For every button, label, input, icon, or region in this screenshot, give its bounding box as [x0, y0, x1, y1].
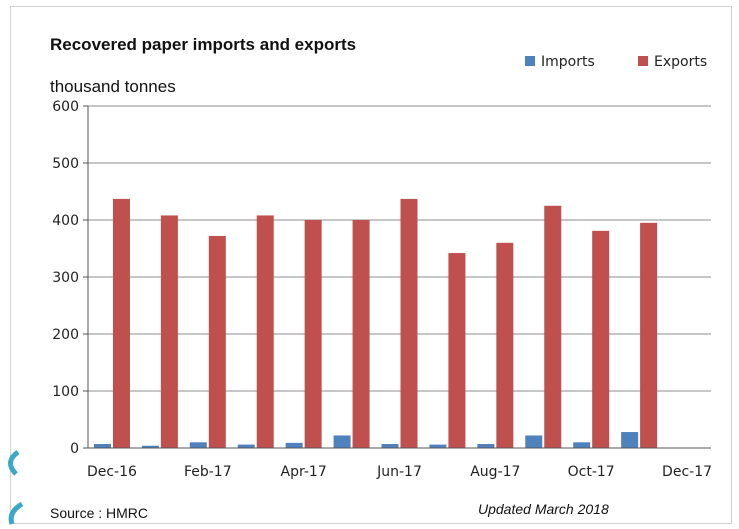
bar-imports-mar-17 [237, 444, 255, 448]
updated-note: Updated March 2018 [478, 501, 609, 517]
legend-swatch-exports [638, 56, 648, 66]
bar-imports-apr-17 [285, 442, 303, 448]
bar-imports-jul-17 [429, 444, 447, 448]
bar-exports-jun-17 [400, 198, 418, 448]
bar-exports-apr-17 [304, 220, 322, 448]
source-note: Source : HMRC [50, 505, 148, 521]
bar-imports-oct-17 [573, 442, 591, 448]
axes [87, 106, 711, 449]
x-tick-label: Dec-17 [662, 464, 712, 480]
y-tick-label: 100 [52, 384, 79, 400]
legend-swatch-imports [525, 56, 535, 66]
x-axis-ticks: Dec-16 Feb-17 Apr-17 Jun-17 Aug-17 Oct-17 Dec-… [87, 464, 712, 480]
legend-label-imports: Imports [541, 54, 595, 70]
x-tick-label: Oct-17 [568, 464, 615, 480]
bar-exports-aug-17 [496, 242, 514, 448]
bar-imports-may-17 [333, 435, 351, 448]
bars [93, 198, 658, 448]
bar-imports-jan-17 [141, 445, 159, 448]
bar-imports-aug-17 [477, 444, 495, 448]
gridlines [88, 105, 711, 392]
bar-exports-may-17 [352, 220, 370, 448]
bar-exports-oct-17 [592, 230, 610, 448]
y-axis-ticks: 0 100 200 300 400 500 600 [52, 99, 88, 457]
y-tick-label: 600 [52, 99, 79, 115]
bar-imports-dec-16 [93, 444, 111, 448]
bar-exports-jul-17 [448, 253, 466, 448]
bar-imports-feb-17 [189, 442, 207, 448]
chart-frame [10, 6, 732, 524]
x-tick-label: Feb-17 [184, 464, 232, 480]
bar-imports-jun-17 [381, 444, 399, 448]
y-axis-unit-label: thousand tonnes [50, 77, 176, 96]
legend-label-exports: Exports [654, 54, 707, 70]
decorative-arc [8, 449, 20, 476]
bar-imports-nov-17 [621, 432, 639, 448]
bar-exports-feb-17 [208, 235, 226, 448]
bar-exports-sep-17 [544, 205, 562, 448]
y-tick-label: 500 [52, 156, 79, 172]
x-tick-label: Dec-16 [87, 464, 137, 480]
y-tick-label: 200 [52, 327, 79, 343]
bar-imports-sep-17 [525, 435, 543, 448]
y-tick-label: 300 [52, 270, 79, 286]
bar-exports-mar-17 [256, 215, 274, 448]
x-tick-label: Jun-17 [376, 464, 422, 480]
legend: Imports Exports [525, 54, 707, 70]
y-tick-label: 400 [52, 213, 79, 229]
decorative-arc [8, 501, 24, 525]
x-tick-label: Aug-17 [470, 464, 520, 480]
x-tick-label: Apr-17 [281, 464, 327, 480]
bar-exports-dec-16 [112, 198, 130, 448]
chart-title: Recovered paper imports and exports [50, 35, 356, 54]
bar-exports-jan-17 [160, 215, 178, 448]
y-tick-label: 0 [70, 441, 79, 457]
bar-exports-nov-17 [640, 222, 658, 448]
